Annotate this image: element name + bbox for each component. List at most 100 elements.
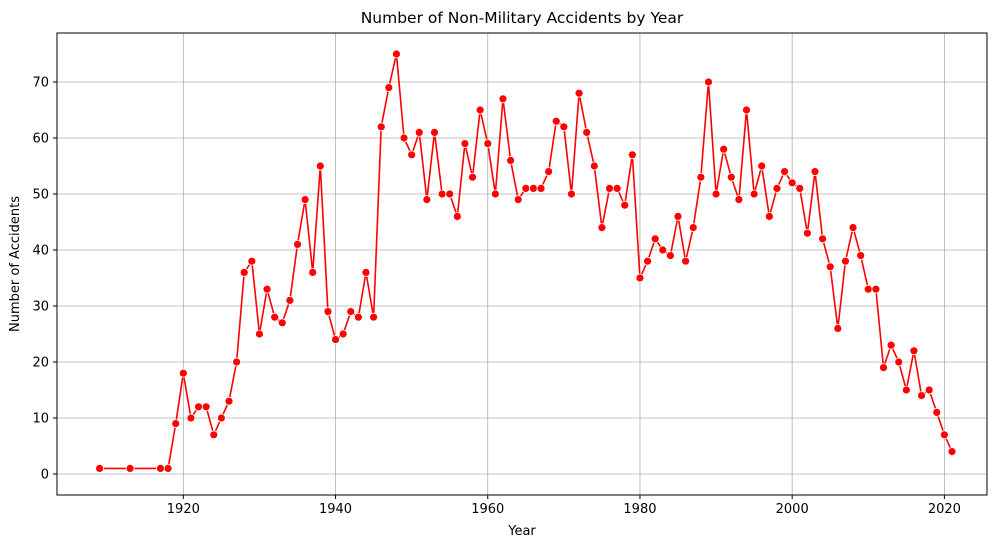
data-point: [894, 357, 904, 367]
data-point: [917, 391, 926, 401]
data-point: [156, 463, 165, 473]
data-point: [300, 195, 310, 205]
data-point: [224, 396, 234, 406]
data-point: [742, 105, 751, 115]
data-point: [209, 430, 219, 440]
y-tick-label: 0: [41, 468, 49, 483]
data-point: [407, 150, 417, 160]
data-point: [293, 239, 302, 249]
data-point: [856, 251, 866, 261]
data-point: [178, 368, 188, 378]
data-point: [262, 284, 272, 294]
data-point: [879, 363, 888, 373]
data-point: [376, 122, 386, 132]
data-point: [414, 127, 424, 137]
data-point: [764, 211, 774, 221]
data-point: [125, 463, 135, 473]
data-point: [361, 267, 371, 277]
data-point: [460, 139, 470, 149]
data-point: [384, 83, 394, 92]
data-point: [163, 463, 173, 473]
data-point: [331, 335, 340, 345]
data-point: [338, 329, 348, 339]
x-axis-label: Year: [507, 524, 536, 539]
data-point: [277, 318, 287, 328]
data-point: [711, 189, 721, 199]
data-point: [901, 385, 911, 395]
data-point: [726, 172, 736, 182]
data-point: [612, 183, 622, 193]
data-point: [392, 49, 401, 59]
y-axis-label: Number of Accidents: [8, 196, 23, 332]
data-point: [498, 94, 508, 104]
data-point: [605, 183, 614, 193]
data-point: [247, 256, 257, 266]
data-point: [452, 211, 462, 221]
data-point: [719, 144, 729, 154]
data-point: [841, 256, 850, 266]
data-point: [285, 295, 295, 305]
data-point: [704, 77, 713, 87]
data-point: [536, 183, 546, 193]
data-point: [399, 133, 409, 143]
data-point: [757, 161, 767, 171]
data-point: [445, 189, 455, 199]
data-point: [430, 127, 439, 137]
data-point: [635, 273, 645, 283]
data-point: [666, 251, 675, 261]
data-point: [749, 189, 759, 199]
x-axis-ticks: 1920 1940 1960 1980 2000 2020: [167, 495, 961, 517]
data-point: [939, 430, 949, 440]
data-point: [567, 189, 576, 199]
data-point: [506, 155, 515, 165]
y-tick-label: 10: [32, 412, 49, 427]
data-point: [688, 223, 698, 233]
data-point: [513, 195, 523, 205]
chart-title: Number of Non-Military Accidents by Year: [361, 9, 684, 27]
data-point: [627, 150, 637, 160]
data-point: [201, 402, 211, 412]
x-tick-label: 1940: [319, 502, 352, 517]
y-tick-label: 70: [32, 76, 49, 91]
data-point: [681, 256, 691, 266]
data-point: [468, 172, 477, 182]
data-point: [521, 183, 531, 193]
data-point: [886, 340, 896, 350]
data-point: [833, 323, 843, 333]
data-point: [589, 161, 599, 171]
data-point: [574, 88, 584, 98]
data-point: [673, 211, 683, 221]
data-point: [475, 105, 485, 115]
data-point: [95, 463, 105, 473]
data-point: [795, 183, 805, 193]
data-point: [544, 167, 554, 177]
data-point: [802, 228, 812, 238]
data-point: [696, 172, 706, 182]
data-point: [490, 189, 500, 199]
data-point: [353, 312, 363, 322]
data-point: [270, 312, 280, 322]
data-point: [437, 189, 447, 199]
data-point: [232, 357, 242, 367]
data-point: [825, 262, 835, 272]
y-tick-label: 30: [32, 300, 49, 315]
y-tick-label: 60: [32, 132, 49, 147]
data-point: [909, 346, 919, 356]
data-point: [323, 307, 333, 317]
data-point: [483, 139, 493, 149]
x-tick-label: 2000: [776, 502, 809, 517]
x-tick-label: 1980: [623, 502, 656, 517]
plot-frame: [56, 32, 988, 496]
x-tick-label: 1960: [471, 502, 504, 517]
data-point: [559, 122, 569, 132]
data-point: [529, 183, 538, 193]
data-point: [734, 195, 744, 205]
data-point: [924, 385, 934, 395]
series-layer: [95, 49, 957, 473]
data-point: [780, 167, 789, 177]
data-point: [597, 223, 607, 233]
data-point: [658, 245, 668, 255]
data-point: [810, 167, 820, 177]
